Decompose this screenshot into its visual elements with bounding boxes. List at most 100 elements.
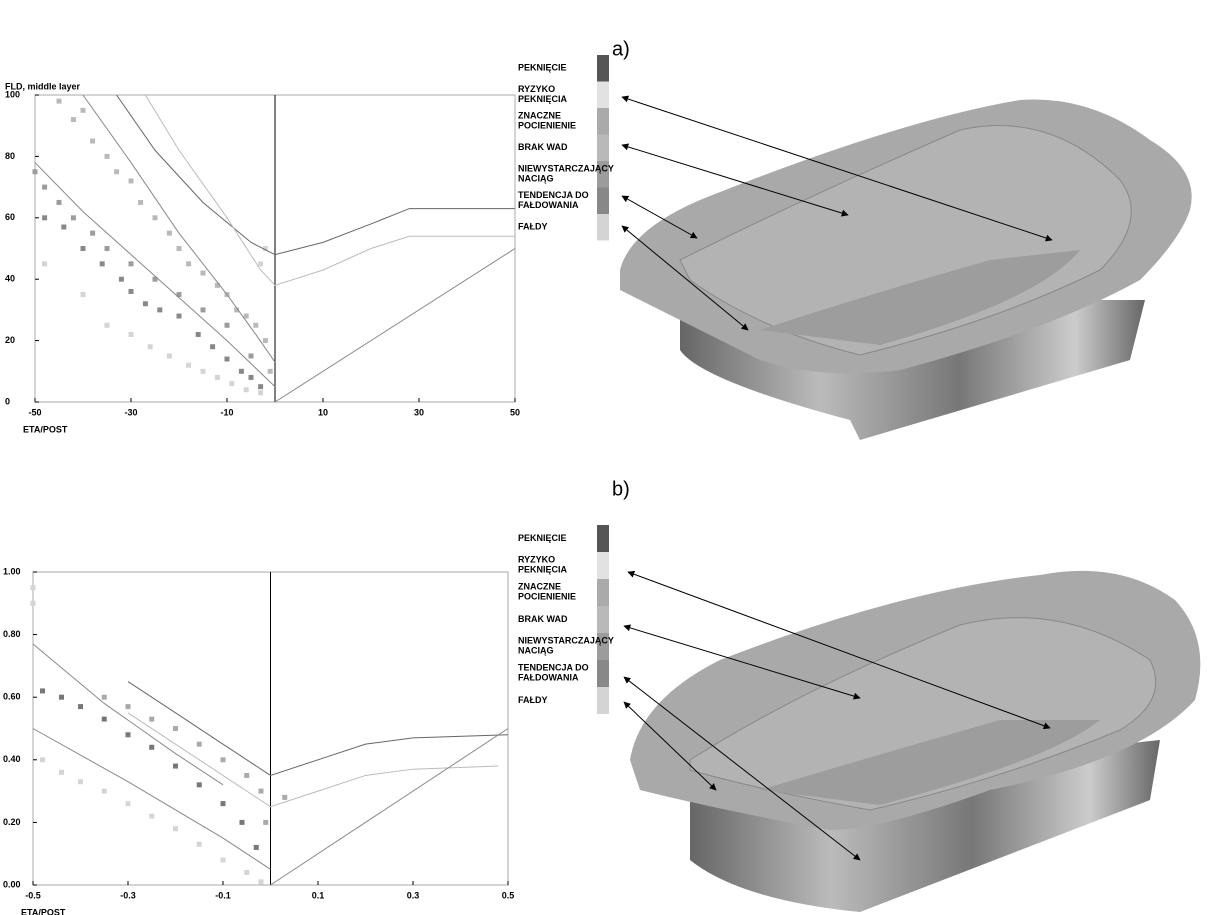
legend-swatch — [597, 579, 609, 606]
point — [239, 819, 245, 825]
limit-curve — [274, 248, 516, 403]
legend-label: TENDENCJA DO FAŁDOWANIA — [518, 190, 589, 210]
x-tick-label: -50 — [28, 407, 41, 417]
limit-curve — [116, 94, 515, 256]
point — [282, 794, 288, 800]
point — [78, 779, 83, 785]
point — [173, 763, 178, 769]
limit-curve — [32, 728, 271, 870]
point — [224, 322, 230, 328]
x-tick-label: -0.5 — [25, 890, 41, 900]
point — [214, 282, 220, 288]
point — [244, 772, 250, 778]
point — [253, 844, 259, 850]
x-tick-label: 0.5 — [502, 890, 515, 900]
point — [262, 338, 268, 344]
point — [258, 879, 264, 885]
point — [125, 704, 131, 710]
point — [267, 368, 273, 374]
point — [70, 215, 76, 221]
point — [234, 307, 240, 313]
point — [214, 374, 220, 380]
legend-label: TENDENCJA DO FAŁDOWANIA — [518, 663, 589, 683]
legend-swatch — [597, 134, 609, 161]
part-b — [630, 570, 1201, 912]
point — [244, 869, 250, 875]
point — [149, 716, 155, 722]
legend-swatch — [597, 187, 609, 214]
point — [195, 331, 201, 337]
point — [128, 261, 134, 267]
legend-swatch — [597, 108, 609, 135]
point — [263, 819, 269, 825]
point — [248, 374, 254, 380]
point — [262, 246, 268, 251]
point — [101, 694, 107, 700]
point — [149, 813, 155, 819]
legend-swatch — [597, 525, 609, 552]
legend-swatch — [597, 161, 609, 188]
point — [196, 782, 202, 788]
arrows — [621, 95, 1053, 861]
legend-label: NIEWYSTARCZAJĄCY NACIĄG — [518, 164, 614, 184]
point — [104, 246, 110, 251]
legend-swatch — [597, 552, 609, 579]
point — [30, 585, 36, 591]
legend-label: ZNACZNE POCIENIENIE — [518, 111, 576, 131]
point — [80, 107, 86, 113]
limit-curve — [127, 712, 499, 808]
point — [125, 801, 131, 807]
legend-swatch — [597, 660, 609, 687]
point — [40, 688, 45, 694]
y-tick-label: 0.80 — [3, 629, 21, 639]
limit-curve — [32, 643, 224, 786]
point — [253, 322, 259, 328]
legend-swatch — [597, 81, 609, 108]
part-a — [620, 99, 1192, 440]
point — [196, 841, 202, 847]
y-tick-label: 1.00 — [3, 566, 21, 576]
y-tick-label: 100 — [5, 89, 20, 99]
point — [104, 153, 110, 159]
point — [152, 276, 158, 282]
point — [186, 261, 192, 267]
point — [258, 384, 264, 390]
point — [80, 246, 86, 251]
point — [166, 230, 172, 236]
legend-label: RYZYKO PEKNIĘCIA — [518, 555, 568, 575]
y-tick-label: 40 — [5, 274, 15, 284]
point — [56, 98, 62, 104]
point — [147, 344, 153, 350]
point — [243, 387, 249, 393]
x-tick-label: 50 — [510, 407, 520, 417]
point — [229, 381, 235, 387]
legend-label: PEKNIĘCIE — [518, 533, 567, 543]
legend-swatch — [597, 606, 609, 633]
limit-curve — [34, 162, 276, 388]
x-tick-label: 0.3 — [407, 890, 420, 900]
point — [99, 261, 105, 267]
x-tick-label: 30 — [414, 407, 424, 417]
legend-swatch — [597, 214, 609, 241]
y-tick-label: 0.20 — [3, 817, 21, 827]
legend-swatch — [597, 687, 609, 714]
y-tick-label: 80 — [5, 151, 15, 161]
point — [138, 199, 144, 205]
limit-curve — [144, 94, 515, 286]
legend-label: FAŁDY — [518, 222, 548, 232]
point — [101, 788, 107, 794]
point — [173, 826, 178, 832]
point — [32, 169, 38, 175]
point — [90, 138, 96, 144]
point — [114, 169, 120, 175]
point — [101, 716, 107, 722]
x-tick-label: 10 — [318, 407, 328, 417]
limit-curve — [270, 728, 509, 886]
legend-label: NIEWYSTARCZAJĄCY NACIĄG — [518, 636, 614, 656]
legend-swatch — [597, 55, 609, 82]
point — [142, 301, 148, 307]
point — [90, 230, 96, 236]
point — [80, 292, 86, 298]
point — [176, 246, 182, 251]
